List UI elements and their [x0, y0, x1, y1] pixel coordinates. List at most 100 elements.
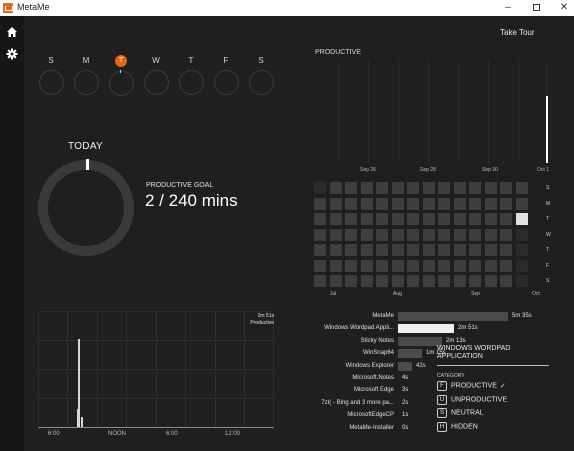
heatmap-cell[interactable]: [453, 275, 466, 287]
heatmap-cell[interactable]: [407, 259, 419, 272]
day-1[interactable]: M: [73, 56, 99, 95]
heatmap-cell[interactable]: [345, 182, 357, 194]
heatmap-cell[interactable]: [314, 228, 326, 241]
heatmap-cell[interactable]: [469, 244, 481, 256]
heatmap-cell[interactable]: [345, 197, 357, 210]
heatmap-cell[interactable]: [500, 182, 512, 194]
heatmap-cell[interactable]: [484, 244, 497, 256]
heatmap-cell[interactable]: [422, 259, 435, 272]
heatmap-cell[interactable]: [376, 182, 388, 194]
app-row[interactable]: MetaMe 5m 35s: [300, 311, 560, 323]
heatmap-cell[interactable]: [500, 259, 512, 272]
heatmap-cell[interactable]: [438, 259, 450, 272]
heatmap-cell[interactable]: [500, 213, 512, 225]
heatmap-cell[interactable]: [360, 228, 373, 241]
heatmap-cell[interactable]: [500, 244, 512, 256]
heatmap-cell[interactable]: [407, 197, 419, 210]
heatmap-cell[interactable]: [515, 182, 528, 194]
heatmap-cell[interactable]: [453, 182, 466, 194]
heatmap-cell[interactable]: [407, 213, 419, 225]
heatmap-cell[interactable]: [500, 197, 512, 210]
heatmap-cell[interactable]: [360, 182, 373, 194]
heatmap-cell[interactable]: [314, 213, 326, 225]
minimize-button[interactable]: –: [505, 2, 511, 13]
app-row[interactable]: 7zI( - Bing and 3 more pa... 2s: [300, 398, 560, 410]
heatmap-cell[interactable]: [360, 244, 373, 256]
heatmap-cell[interactable]: [376, 244, 388, 256]
heatmap-cell[interactable]: [484, 197, 497, 210]
heatmap-cell[interactable]: [422, 213, 435, 225]
heatmap-cell[interactable]: [391, 275, 404, 287]
heatmap-cell[interactable]: [515, 197, 528, 210]
heatmap-cell[interactable]: [391, 259, 404, 272]
heatmap-cell[interactable]: [391, 228, 404, 241]
heatmap-cell[interactable]: [453, 228, 466, 241]
heatmap-cell[interactable]: [438, 275, 450, 287]
heatmap-cell[interactable]: [329, 182, 342, 194]
heatmap-cell[interactable]: [314, 197, 326, 210]
heatmap-cell[interactable]: [329, 197, 342, 210]
heatmap-cell[interactable]: [360, 259, 373, 272]
heatmap-cell[interactable]: [314, 259, 326, 272]
heatmap-cell[interactable]: [345, 213, 357, 225]
app-row[interactable]: WinSnap64 1m 15s: [300, 348, 560, 360]
heatmap-cell[interactable]: [376, 259, 388, 272]
heatmap-cell[interactable]: [515, 259, 528, 272]
heatmap-cell[interactable]: [407, 228, 419, 241]
heatmap-cell[interactable]: [345, 275, 357, 287]
day-0[interactable]: S: [38, 56, 64, 95]
day-6[interactable]: S: [248, 56, 274, 95]
app-row[interactable]: Sticky Notes 2m 13s: [300, 336, 560, 348]
day-3[interactable]: W: [143, 56, 169, 95]
app-row[interactable]: Microsoft Edge 3s: [300, 385, 560, 397]
heatmap-cell[interactable]: [329, 275, 342, 287]
heatmap-cell[interactable]: [515, 228, 528, 241]
heatmap-cell[interactable]: [345, 228, 357, 241]
heatmap-cell[interactable]: [438, 228, 450, 241]
day-5[interactable]: F: [213, 56, 239, 95]
maximize-button[interactable]: [522, 0, 550, 16]
heatmap-cell[interactable]: [469, 275, 481, 287]
home-icon[interactable]: [6, 26, 18, 38]
category-option-unproductive[interactable]: U UNPRODUCTIVE: [437, 394, 507, 405]
heatmap-cell[interactable]: [422, 197, 435, 210]
heatmap-cell[interactable]: [329, 259, 342, 272]
heatmap-cell[interactable]: [484, 213, 497, 225]
app-row[interactable]: MicrosoftEdgeCP 1s: [300, 410, 560, 422]
heatmap-cell[interactable]: [422, 275, 435, 287]
category-option-hidden[interactable]: H HIDDEN: [437, 422, 478, 433]
heatmap-cell[interactable]: [329, 228, 342, 241]
heatmap-cell[interactable]: [438, 244, 450, 256]
heatmap-cell[interactable]: [407, 182, 419, 194]
heatmap-cell[interactable]: [376, 213, 388, 225]
heatmap-cell[interactable]: [469, 197, 481, 210]
heatmap-cell[interactable]: [484, 228, 497, 241]
app-row[interactable]: Windows Wordpad Appli... 2m 51s: [300, 323, 560, 335]
heatmap-cell[interactable]: [360, 197, 373, 210]
heatmap-cell[interactable]: [469, 182, 481, 194]
heatmap-cell[interactable]: [314, 182, 326, 194]
heatmap-cell[interactable]: [438, 182, 450, 194]
day-2[interactable]: T: [108, 55, 134, 96]
gear-icon[interactable]: [6, 48, 18, 60]
heatmap-cell[interactable]: [376, 275, 388, 287]
heatmap-cell[interactable]: [438, 213, 450, 225]
heatmap-cell[interactable]: [314, 244, 326, 256]
heatmap-cell[interactable]: [469, 228, 481, 241]
heatmap-cell[interactable]: [329, 244, 342, 256]
heatmap-cell[interactable]: [360, 275, 373, 287]
close-button[interactable]: ✕: [559, 2, 569, 13]
heatmap-cell[interactable]: [453, 197, 466, 210]
heatmap-cell[interactable]: [515, 275, 528, 287]
take-tour-link[interactable]: Take Tour: [500, 28, 535, 37]
heatmap-cell[interactable]: [500, 228, 512, 241]
heatmap-cell[interactable]: [438, 197, 450, 210]
heatmap-cell[interactable]: [407, 244, 419, 256]
heatmap-cell[interactable]: [422, 182, 435, 194]
heatmap-cell[interactable]: [345, 259, 357, 272]
heatmap-cell[interactable]: [376, 197, 388, 210]
heatmap-cell[interactable]: [469, 213, 481, 225]
heatmap-cell[interactable]: [453, 259, 466, 272]
heatmap-cell[interactable]: [391, 213, 404, 225]
heatmap-cell[interactable]: [484, 259, 497, 272]
